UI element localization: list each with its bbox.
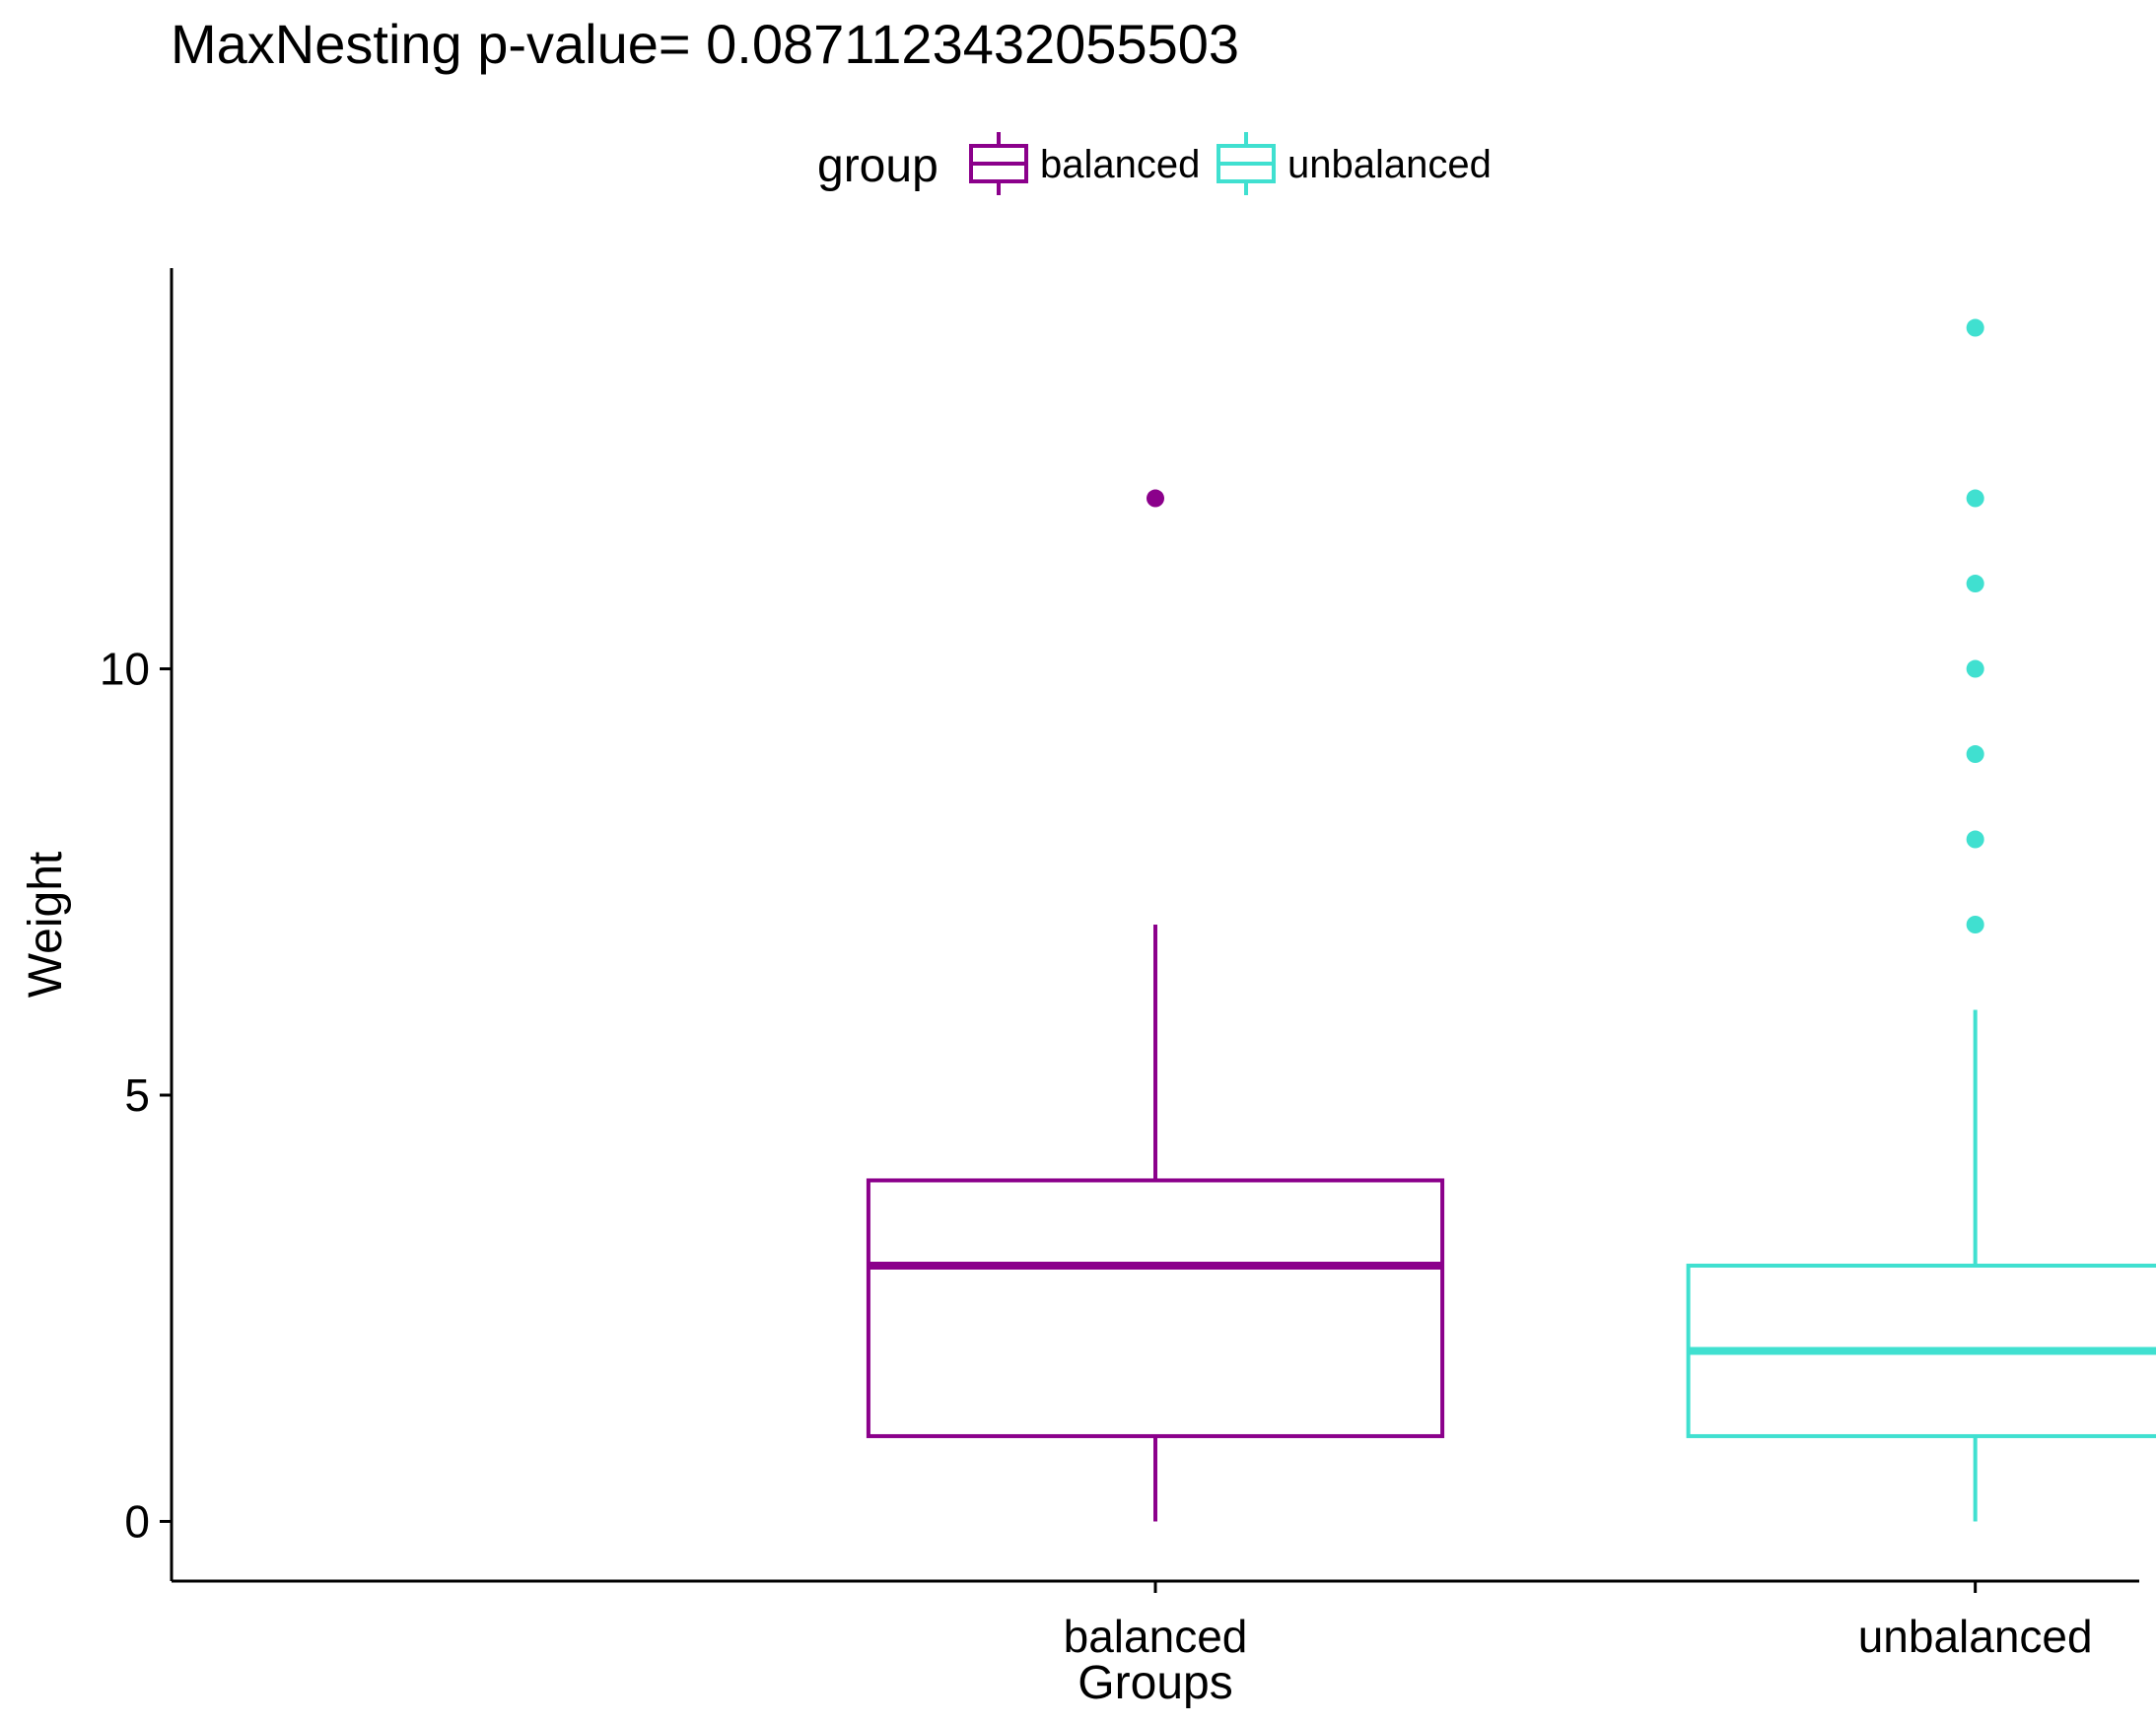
outlier-point — [1966, 916, 1984, 933]
chart-title: MaxNesting p-value= 0.0871123432055503 — [171, 13, 1239, 75]
y-axis-label: Weight — [20, 852, 72, 999]
y-tick-label: 5 — [124, 1070, 150, 1121]
x-tick-label: unbalanced — [1858, 1611, 2093, 1662]
outlier-point — [1966, 318, 1984, 337]
outlier-point — [1966, 575, 1984, 593]
legend-label: unbalanced — [1287, 143, 1492, 186]
y-tick-label: 10 — [100, 644, 150, 695]
y-tick-label: 0 — [124, 1495, 150, 1547]
outlier-point — [1966, 830, 1984, 849]
legend-entry-unbalanced: unbalanced — [1217, 132, 1492, 195]
x-axis-label: Groups — [1078, 1657, 1232, 1709]
iqr-box — [866, 1178, 1445, 1438]
outlier-point — [1966, 659, 1984, 678]
legend-label: balanced — [1040, 143, 1200, 186]
legend-title: group — [817, 140, 939, 192]
outlier-point — [1147, 489, 1164, 508]
outlier-point — [1966, 745, 1984, 764]
x-tick-label: balanced — [1064, 1611, 1248, 1662]
box-balanced — [866, 489, 1445, 1522]
outlier-point — [1966, 489, 1984, 508]
box-unbalanced — [1686, 318, 2156, 1522]
legend-entry-balanced: balanced — [969, 132, 1200, 195]
legend: group balanced unbalanced — [817, 132, 1492, 195]
